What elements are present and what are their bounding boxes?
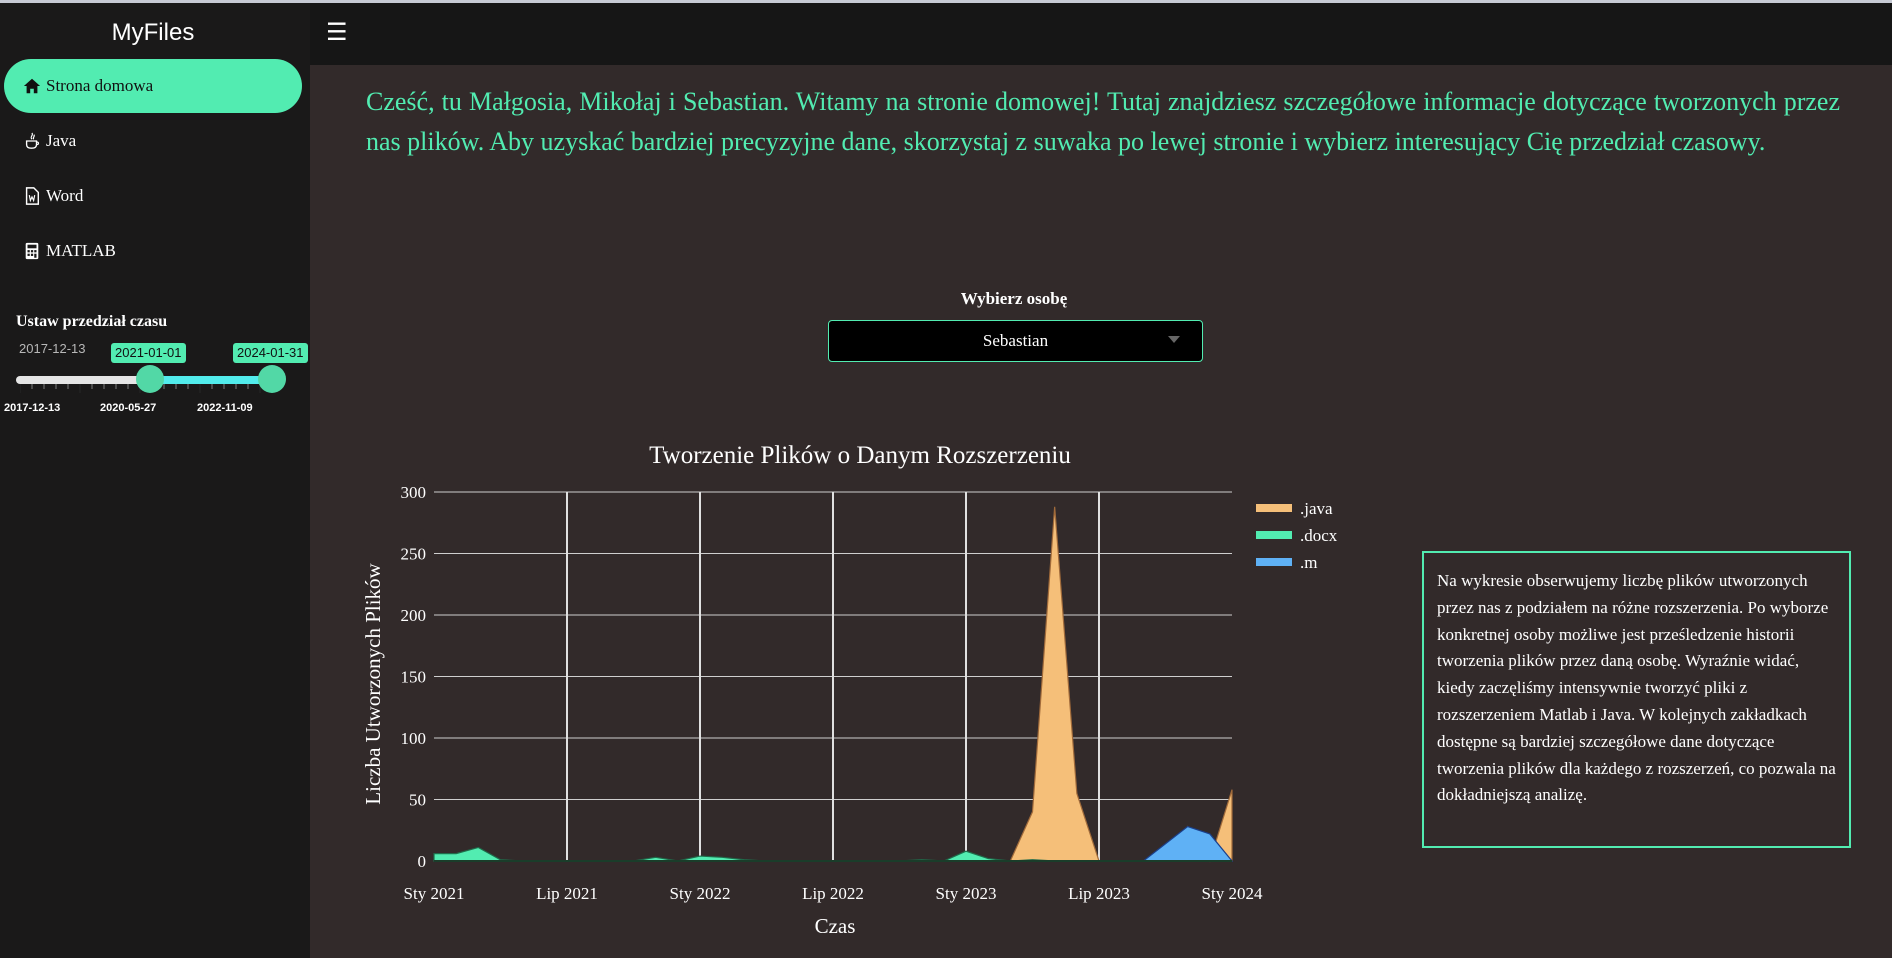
word-file-icon — [22, 186, 42, 206]
chart-legend-swatch — [1256, 558, 1292, 566]
sidebar-item-label: Java — [46, 131, 77, 150]
range-mark-label: 2022-11-09 — [197, 402, 253, 414]
range-start-tooltip: 2021-01-01 — [111, 343, 186, 363]
chart-x-tick-label: Sty 2021 — [404, 884, 465, 903]
person-select-value: Sebastian — [982, 331, 1049, 350]
range-title: Ustaw przedział czasu — [16, 313, 168, 330]
chart-y-tick-label: 150 — [401, 668, 427, 687]
chart-legend-swatch — [1256, 504, 1292, 512]
calculator-icon — [22, 241, 42, 261]
chart-x-tick-label: Lip 2021 — [536, 884, 598, 903]
file-creation-chart: Tworzenie Plików o Danym Rozszerzeniu 0 5… — [361, 442, 1338, 938]
java-icon — [22, 131, 42, 151]
app-title: MyFiles — [111, 19, 195, 46]
chart-y-tick-label: 0 — [418, 852, 427, 871]
range-mark-label: 2020-05-27 — [100, 402, 157, 414]
chart-x-tick-label: Lip 2023 — [1068, 884, 1130, 903]
chart-y-tick-label: 100 — [401, 729, 427, 748]
top-header — [310, 3, 1892, 65]
person-select-label: Wybierz osobę — [960, 289, 1068, 308]
sidebar-item-home[interactable]: Strona domowa — [4, 59, 302, 113]
chart-x-tick-label: Lip 2022 — [802, 884, 864, 903]
range-end-tooltip: 2024-01-31 — [233, 343, 308, 363]
info-box: Na wykresie obserwujemy liczbę plików ut… — [1422, 551, 1851, 848]
sidebar-item-label: MATLAB — [46, 241, 116, 260]
sidebar-item-label: Strona domowa — [46, 76, 154, 95]
chart-x-tick-label: Sty 2023 — [936, 884, 997, 903]
window-top-border — [0, 0, 1892, 3]
sidebar-item-word[interactable]: Word — [4, 169, 302, 223]
chart-y-tick-label: 50 — [409, 791, 426, 810]
sidebar-item-matlab[interactable]: MATLAB — [4, 224, 302, 278]
chart-legend-swatch — [1256, 531, 1292, 539]
chart-y-tick-label: 300 — [401, 483, 427, 502]
sidebar-item-label: Word — [46, 186, 84, 205]
hamburger-menu-icon[interactable]: ☰ — [326, 18, 348, 46]
intro-text: Cześć, tu Małgosia, Mikołaj i Sebastian.… — [366, 87, 1840, 156]
chart-y-tick-label: 250 — [401, 545, 427, 564]
chart-x-ticks: Sty 2021 Lip 2021 Sty 2022 Lip 2022 Sty 2023… — [404, 884, 1263, 903]
home-icon — [22, 76, 42, 96]
chart-x-tick-label: Sty 2024 — [1202, 884, 1263, 903]
chart-legend-label: .m — [1300, 553, 1317, 572]
chart-legend-label: .java — [1300, 499, 1333, 518]
range-end-handle[interactable] — [258, 365, 286, 393]
chart-x-axis-label: Czas — [815, 914, 856, 938]
person-select[interactable]: Sebastian — [828, 320, 1203, 362]
range-mark-label: 2017-12-13 — [4, 402, 61, 414]
range-start-handle[interactable] — [136, 365, 164, 393]
chart-y-tick-label: 200 — [401, 606, 427, 625]
chevron-down-icon — [1168, 336, 1180, 343]
chart-title: Tworzenie Plików o Danym Rozszerzeniu — [649, 442, 1071, 469]
chart-x-grid — [566, 492, 1100, 861]
chart-legend-label: .docx — [1300, 526, 1338, 545]
range-slider-selection — [149, 376, 271, 384]
chart-y-ticks: 0 50 100 150 200 250 300 — [401, 483, 427, 871]
chart-x-tick-label: Sty 2022 — [670, 884, 731, 903]
chart-y-axis-label: Liczba Utworzonych Plików — [361, 562, 385, 804]
chart-legend: .java .docx .m — [1256, 499, 1338, 572]
chart-areas — [433, 506, 1234, 863]
sidebar: MyFiles Strona domowa Java Word MATLAB — [0, 3, 310, 958]
range-min-label: 2017-12-13 — [19, 341, 86, 356]
sidebar-item-java[interactable]: Java — [4, 114, 302, 168]
